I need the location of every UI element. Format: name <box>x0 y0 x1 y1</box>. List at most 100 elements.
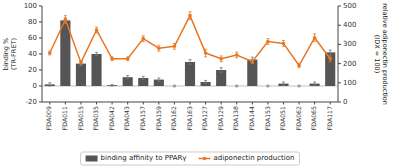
bar <box>107 85 117 87</box>
x-tick <box>49 102 50 105</box>
y-tick-label: 60 <box>28 34 37 42</box>
error-bar <box>79 61 82 65</box>
marker <box>126 57 130 61</box>
bar <box>216 70 226 86</box>
x-tick-label: FDA065 <box>310 106 317 130</box>
x-tick <box>190 102 191 105</box>
x-tick-label: FDA144 <box>248 106 255 130</box>
marker <box>204 51 208 55</box>
legend: binding affinity to PPARγ adiponectin pro… <box>81 152 300 165</box>
error-bar <box>329 56 332 62</box>
y-tick <box>39 86 42 87</box>
x-tick-label: FDA138 <box>232 106 239 130</box>
error-bar <box>95 52 98 55</box>
legend-item: adiponectin production <box>198 154 294 162</box>
error-bar <box>251 60 254 64</box>
error-bar <box>173 85 176 87</box>
y-tick-label: -20 <box>26 98 37 106</box>
marker <box>141 37 145 41</box>
marker <box>328 57 332 61</box>
x-tick-label: FDA042 <box>108 106 115 130</box>
y-tick <box>39 102 42 103</box>
y2-tick <box>338 63 341 64</box>
x-tick <box>143 102 144 105</box>
y-tick <box>39 22 42 23</box>
error-bar <box>157 78 160 81</box>
y-tick-label: 20 <box>28 66 37 74</box>
error-bar <box>266 39 269 45</box>
marker <box>219 57 223 61</box>
legend-label: adiponectin production <box>213 154 294 162</box>
bar <box>247 60 257 86</box>
error-bar <box>64 16 67 24</box>
x-tick-label: FDA127 <box>201 106 208 130</box>
marker <box>157 46 161 50</box>
plot-marks <box>45 12 336 87</box>
x-tick <box>330 102 331 105</box>
marker <box>251 60 255 64</box>
x-tick <box>65 102 66 105</box>
error-bar <box>189 60 192 65</box>
legend-marker <box>203 157 207 161</box>
error-bar <box>204 49 207 57</box>
y2-axis-line <box>338 6 339 102</box>
y-tick <box>39 6 42 7</box>
bar <box>91 54 101 86</box>
chart: -200204060801000100200300400500binding %… <box>0 0 400 168</box>
x-tick-label: FDA129 <box>217 106 224 130</box>
error-bar <box>79 61 82 66</box>
x-tick <box>221 102 222 105</box>
x-tick <box>174 102 175 105</box>
error-bar <box>189 12 192 20</box>
x-tick-label: FDA117 <box>326 106 333 130</box>
bar <box>169 86 179 87</box>
error-bar <box>282 82 285 85</box>
line <box>50 16 330 66</box>
error-bar <box>48 83 51 86</box>
legend-swatch <box>86 156 98 162</box>
y2-tick-label: 100 <box>343 79 356 87</box>
error-bar <box>313 82 316 85</box>
y-tick <box>39 38 42 39</box>
x-tick-label: FDA162 <box>170 106 177 130</box>
y-tick-label: 40 <box>28 50 37 58</box>
x-tick <box>299 102 300 105</box>
marker <box>48 51 52 55</box>
marker <box>95 28 99 32</box>
legend-frame <box>81 152 300 165</box>
x-tick <box>236 102 237 105</box>
legend-label: binding affinity to PPARγ <box>101 154 187 162</box>
y2-tick-label: 300 <box>343 40 356 48</box>
error-bar <box>157 45 160 51</box>
y-tick-label: 100 <box>24 2 37 10</box>
error-bar <box>142 36 145 42</box>
x-tick <box>314 102 315 105</box>
y2-tick <box>338 44 341 45</box>
error-bar <box>111 57 114 61</box>
x-tick <box>283 102 284 105</box>
y-axis-label: binding %(TR-FRET) <box>2 38 18 70</box>
y-tick-label: 80 <box>28 18 37 26</box>
x-tick <box>127 102 128 105</box>
error-bar <box>266 85 269 87</box>
error-bar <box>48 51 51 55</box>
x-tick <box>267 102 268 105</box>
marker <box>64 18 68 22</box>
x-tick-label: FDA159 <box>155 106 162 130</box>
y-tick <box>39 70 42 71</box>
y2-tick-label: 500 <box>343 2 356 10</box>
bar <box>138 78 148 86</box>
x-tick <box>80 102 81 105</box>
bar <box>294 86 304 87</box>
y2-tick-label: 400 <box>343 21 356 29</box>
marker <box>188 14 192 18</box>
x-tick-label: FDA163 <box>186 106 193 130</box>
error-bar <box>126 76 129 79</box>
marker <box>282 42 286 46</box>
bar <box>123 77 133 86</box>
x-tick-label: FDA015 <box>77 106 84 130</box>
error-bar <box>235 85 238 87</box>
marker <box>79 61 83 65</box>
error-bar <box>142 76 145 79</box>
error-bar <box>111 84 114 86</box>
